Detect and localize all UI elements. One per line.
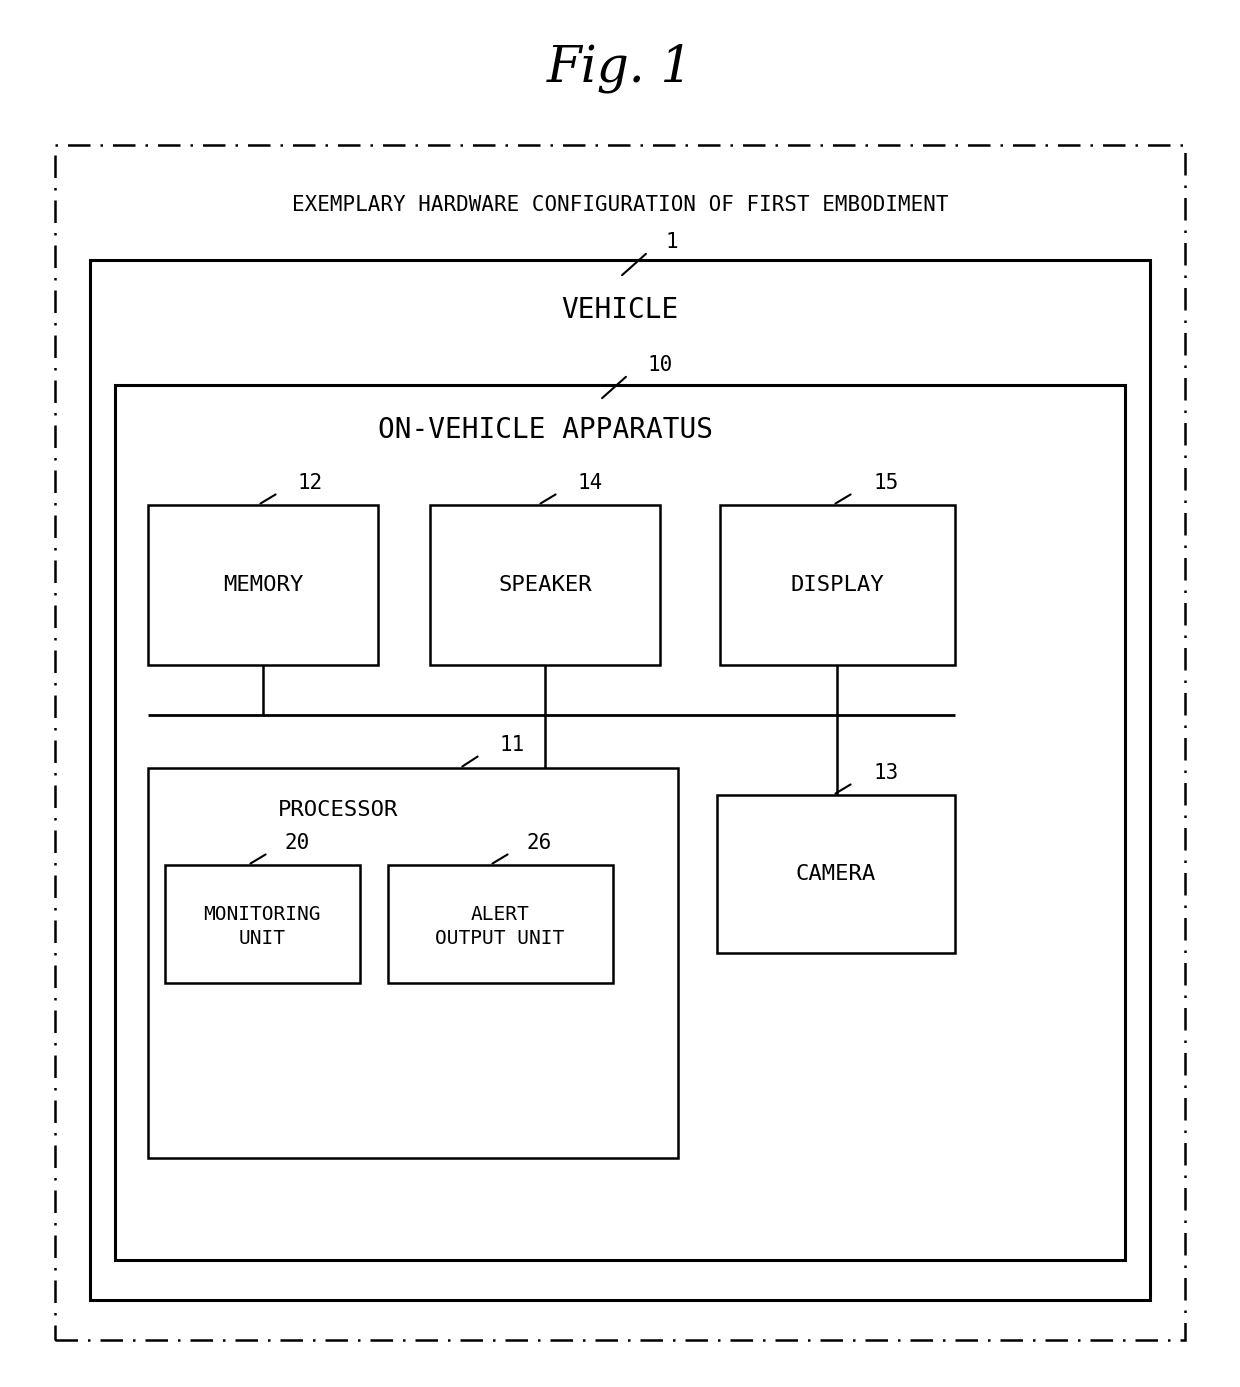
Text: DISPLAY: DISPLAY [790,576,884,595]
Bar [388,865,613,983]
Text: SPEAKER: SPEAKER [498,576,591,595]
Text: 26: 26 [527,834,552,853]
Text: EXEMPLARY HARDWARE CONFIGURATION OF FIRST EMBODIMENT: EXEMPLARY HARDWARE CONFIGURATION OF FIRS… [291,196,949,215]
Bar [55,146,1185,1340]
Text: 10: 10 [647,355,672,374]
Text: 1: 1 [665,232,677,252]
Text: 15: 15 [873,473,898,492]
Text: 20: 20 [285,834,310,853]
Text: ALERT: ALERT [471,904,529,924]
Text: 13: 13 [873,763,898,784]
Text: Fig. 1: Fig. 1 [547,43,693,93]
Bar [91,259,1149,1300]
Text: OUTPUT UNIT: OUTPUT UNIT [435,928,564,947]
Text: VEHICLE: VEHICLE [562,295,678,325]
Bar [148,505,378,664]
Bar [720,505,955,664]
Text: CAMERA: CAMERA [796,864,877,884]
Text: MONITORING: MONITORING [203,904,321,924]
Text: 14: 14 [578,473,603,492]
Bar [148,768,678,1158]
Text: ON-VEHICLE APPARATUS: ON-VEHICLE APPARATUS [377,416,713,444]
Text: PROCESSOR: PROCESSOR [278,800,398,820]
Text: 11: 11 [500,735,526,755]
Text: UNIT: UNIT [238,928,285,947]
Bar [717,795,955,953]
Bar [430,505,660,664]
Bar [115,386,1125,1259]
Bar [165,865,360,983]
Text: MEMORY: MEMORY [223,576,303,595]
Text: 12: 12 [298,473,322,492]
